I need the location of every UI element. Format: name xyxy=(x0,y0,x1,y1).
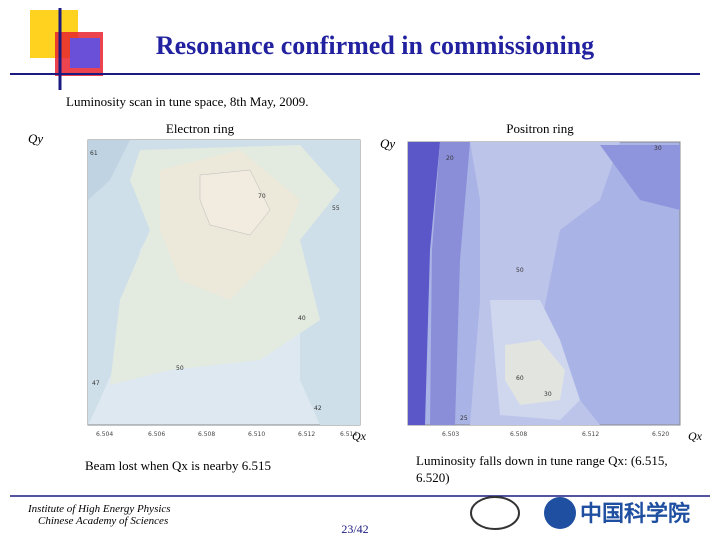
contour-label: 30 xyxy=(654,145,662,152)
contour-label: 42 xyxy=(314,405,322,412)
y-axis-label: Qy xyxy=(28,131,43,146)
plot-label: Electron ring xyxy=(166,121,235,136)
cas-logo xyxy=(544,497,576,529)
logo-text: 中国科学院 xyxy=(580,501,690,527)
page-number: 23/42 xyxy=(341,522,368,536)
note: Beam lost when Qx is nearby 6.515 xyxy=(85,458,271,473)
title: Resonance confirmed in commissioning xyxy=(156,31,594,60)
x-tick-label: 6.503 xyxy=(442,431,459,438)
x-tick-label: 6.504 xyxy=(96,431,113,438)
contour-label: 25 xyxy=(460,415,468,422)
academy: Chinese Academy of Sciences xyxy=(38,515,168,527)
contour-label: 30 xyxy=(544,391,552,398)
x-axis-label: Qx xyxy=(352,429,367,443)
electron-contour: 61 70 55 40 50 47 42 xyxy=(87,139,361,426)
contour-label: 60 xyxy=(516,375,524,382)
plot-label: Positron ring xyxy=(506,121,574,136)
y-axis-label: Qy xyxy=(380,136,395,151)
subtitle: Luminosity scan in tune space, 8th May, … xyxy=(66,94,309,109)
x-tick-label: 6.508 xyxy=(510,431,527,438)
x-tick-label: 6.508 xyxy=(198,431,215,438)
x-tick-label: 6.512 xyxy=(582,431,599,438)
note-box: Luminosity falls down in tune range Qx: … xyxy=(416,453,668,485)
contour-label: 40 xyxy=(298,315,306,322)
contour-label: 50 xyxy=(176,365,184,372)
contour-label: 61 xyxy=(90,150,98,157)
x-tick-label: 6.512 xyxy=(298,431,315,438)
x-tick-label: 6.510 xyxy=(248,431,265,438)
ihep-logo xyxy=(470,496,520,530)
contour-label: 55 xyxy=(332,205,340,212)
deco-blue xyxy=(70,38,100,68)
contour-label: 50 xyxy=(516,267,524,274)
contour-label: 47 xyxy=(92,380,100,387)
positron-contour: 20 30 50 60 30 25 xyxy=(407,141,681,426)
institute: Institute of High Energy Physics xyxy=(27,503,171,515)
contour-label: 70 xyxy=(258,193,266,200)
note: Luminosity falls down in tune range Qx: … xyxy=(416,453,668,485)
x-tick-label: 6.506 xyxy=(148,431,165,438)
contour-label: 20 xyxy=(446,155,454,162)
x-tick-label: 6.520 xyxy=(652,431,669,438)
x-tick-label: 6.514 xyxy=(340,431,357,438)
x-axis-label: Qx xyxy=(688,429,703,443)
